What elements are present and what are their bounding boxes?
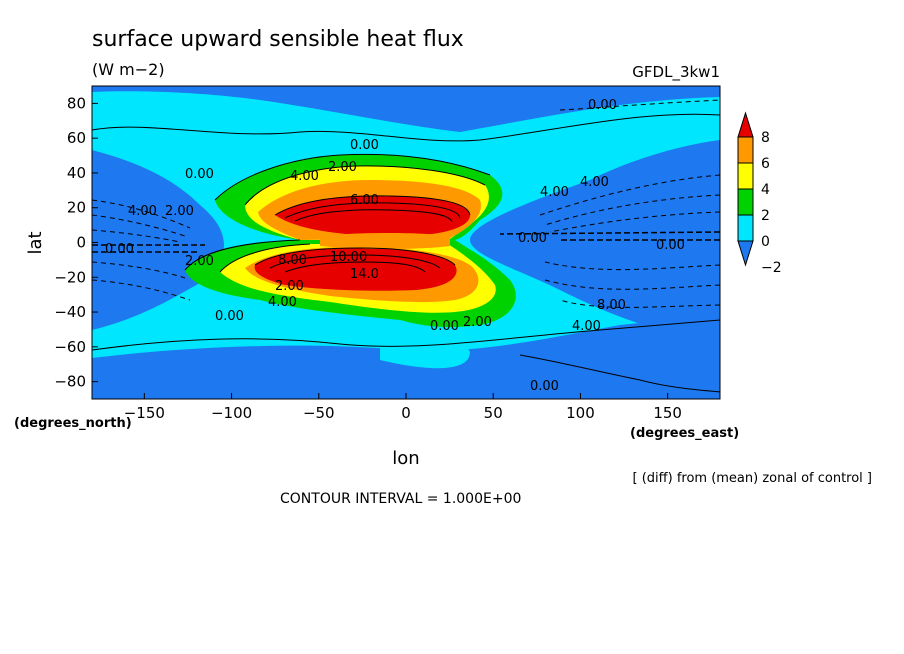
colorbar-segment <box>737 162 754 190</box>
y-tick-label: −20 <box>54 268 86 286</box>
contour-label: 0.00 <box>656 238 685 253</box>
x-tick-label: 150 <box>653 404 682 422</box>
colorbar-label: 6 <box>761 156 770 172</box>
contour-label: 0.00 <box>215 309 244 324</box>
contour-label: 14.0 <box>350 267 379 282</box>
colorbar-segment <box>737 188 754 216</box>
model-label: GFDL_3kw1 <box>632 63 720 82</box>
y-tick-label: 60 <box>67 129 86 147</box>
contour-label: 2.00 <box>185 254 214 269</box>
colorbar: 8 6 4 2 0 −2 <box>737 111 782 276</box>
blue-region-east <box>470 140 720 340</box>
colorbar-segment <box>737 214 754 242</box>
y-tick-label: −80 <box>54 373 86 391</box>
contour-label: 2.00 <box>463 315 492 330</box>
units-label: (W m−2) <box>92 60 165 79</box>
contour-label-layer: 0.00 0.00 0.00 0.00 0.00 0.00 0.00 0.00 … <box>105 98 685 394</box>
contour-label: 10.00 <box>330 250 367 265</box>
contour-lines <box>92 99 720 393</box>
contour-label: 0.00 <box>350 138 379 153</box>
blue-region-north <box>92 86 720 132</box>
colorbar-bottom-arrow <box>737 240 754 267</box>
y-tick-label: 0 <box>76 234 86 252</box>
y-axis: 80 60 40 20 0 −20 −40 −60 −80 <box>54 94 98 391</box>
colorbar-label: 2 <box>761 208 770 224</box>
contour-field <box>92 86 720 399</box>
contour-label: 4.00 <box>540 185 569 200</box>
contour-label: 2.00 <box>165 204 194 219</box>
y-tick-label: 20 <box>67 199 86 217</box>
y-tick-label: −60 <box>54 338 86 356</box>
contour-label: 6.00 <box>350 193 379 208</box>
contour-interval-label: CONTOUR INTERVAL = 1.000E+00 <box>280 491 521 507</box>
contour-label: 0.00 <box>430 319 459 334</box>
y-tick-label: 80 <box>67 94 86 112</box>
colorbar-label: 0 <box>761 234 770 250</box>
blue-region-west <box>92 150 224 330</box>
note-label: [ (diff) from (mean) zonal of control ] <box>633 471 872 486</box>
contour-label: 4.00 <box>572 319 601 334</box>
x-tick-label: 0 <box>401 404 411 422</box>
colorbar-label: 4 <box>761 182 770 198</box>
y-axis-label: lat <box>25 231 46 254</box>
contour-label: 0.00 <box>105 242 134 257</box>
chart-title: surface upward sensible heat flux <box>92 27 464 52</box>
colorbar-label: −2 <box>761 260 782 276</box>
blue-south-notch <box>380 334 470 369</box>
x-tick-label: 50 <box>484 404 503 422</box>
y-tick-label: −40 <box>54 303 86 321</box>
contour-label: 4.00 <box>290 169 319 184</box>
x-tick-label: 100 <box>566 404 595 422</box>
contour-label: 2.00 <box>275 279 304 294</box>
x-tick-label: −50 <box>303 404 335 422</box>
contour-label: 0.00 <box>588 98 617 113</box>
x-axis: −150 −100 −50 0 50 100 150 <box>124 393 682 422</box>
y-unit-label: (degrees_north) <box>14 416 132 431</box>
x-unit-label: (degrees_east) <box>630 426 739 441</box>
contour-label: 0.00 <box>185 167 214 182</box>
x-tick-label: −150 <box>124 404 165 422</box>
colorbar-label: 8 <box>761 130 770 146</box>
contour-label: 4.00 <box>128 204 157 219</box>
x-tick-label: −100 <box>211 404 252 422</box>
contour-label: 2.00 <box>328 160 357 175</box>
contour-label: 8.00 <box>278 253 307 268</box>
contour-label: 4.00 <box>580 175 609 190</box>
x-axis-label: lon <box>392 448 419 469</box>
equator-neck <box>320 233 450 249</box>
contour-label: 4.00 <box>268 295 297 310</box>
contour-label: 0.00 <box>530 379 559 394</box>
contour-label: 0.00 <box>518 231 547 246</box>
red-north <box>275 195 470 236</box>
y-tick-label: 40 <box>67 164 86 182</box>
colorbar-segment <box>737 136 754 164</box>
colorbar-top-arrow <box>737 111 754 138</box>
contour-label: 8.00 <box>597 298 626 313</box>
